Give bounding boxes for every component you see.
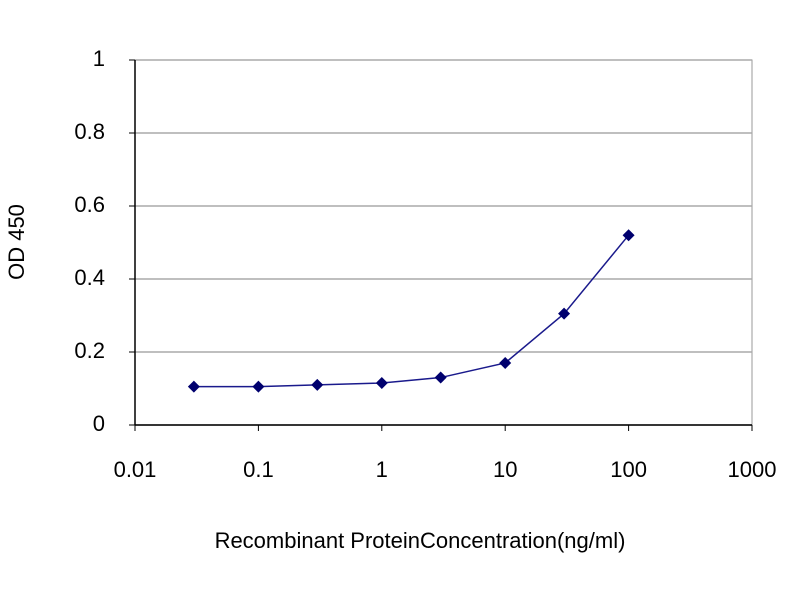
x-tick-label: 10 xyxy=(493,457,517,482)
x-tick-label: 1 xyxy=(376,457,388,482)
x-tick-label: 0.01 xyxy=(114,457,157,482)
data-point xyxy=(252,380,265,393)
data-point xyxy=(375,377,388,390)
data-point xyxy=(558,307,571,320)
x-tick-label: 100 xyxy=(610,457,647,482)
x-tick-label: 0.1 xyxy=(243,457,274,482)
y-tick-label: 1 xyxy=(93,46,105,71)
data-line xyxy=(193,234,630,388)
x-tick-label: 1000 xyxy=(728,457,777,482)
y-tick-label: 0 xyxy=(93,411,105,436)
data-point xyxy=(622,229,635,242)
y-tick-label: 0.6 xyxy=(74,192,105,217)
x-axis-label: Recombinant ProteinConcentration(ng/ml) xyxy=(215,528,626,553)
plot-frame xyxy=(134,59,753,426)
data-point xyxy=(499,356,512,369)
data-point xyxy=(434,371,447,384)
data-point xyxy=(187,380,200,393)
y-tick-label: 0.2 xyxy=(74,338,105,363)
data-point xyxy=(311,378,324,391)
y-axis-label: OD 450 xyxy=(4,204,29,280)
y-tick-label: 0.4 xyxy=(74,265,105,290)
y-tick-label: 0.8 xyxy=(74,119,105,144)
